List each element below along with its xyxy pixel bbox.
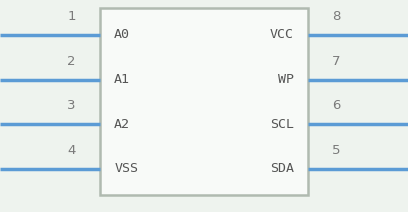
Text: WP: WP bbox=[278, 73, 294, 86]
Text: 1: 1 bbox=[67, 10, 75, 23]
Text: A2: A2 bbox=[114, 117, 130, 131]
Text: A0: A0 bbox=[114, 28, 130, 42]
Text: SCL: SCL bbox=[270, 117, 294, 131]
Text: 6: 6 bbox=[333, 99, 341, 112]
Text: VCC: VCC bbox=[270, 28, 294, 42]
Text: 5: 5 bbox=[333, 144, 341, 157]
Text: A1: A1 bbox=[114, 73, 130, 86]
Text: 8: 8 bbox=[333, 10, 341, 23]
Text: 4: 4 bbox=[67, 144, 75, 157]
Bar bbox=[100, 8, 308, 195]
Text: VSS: VSS bbox=[114, 162, 138, 175]
Text: SDA: SDA bbox=[270, 162, 294, 175]
Text: 7: 7 bbox=[333, 55, 341, 68]
Text: 3: 3 bbox=[67, 99, 75, 112]
Text: 2: 2 bbox=[67, 55, 75, 68]
